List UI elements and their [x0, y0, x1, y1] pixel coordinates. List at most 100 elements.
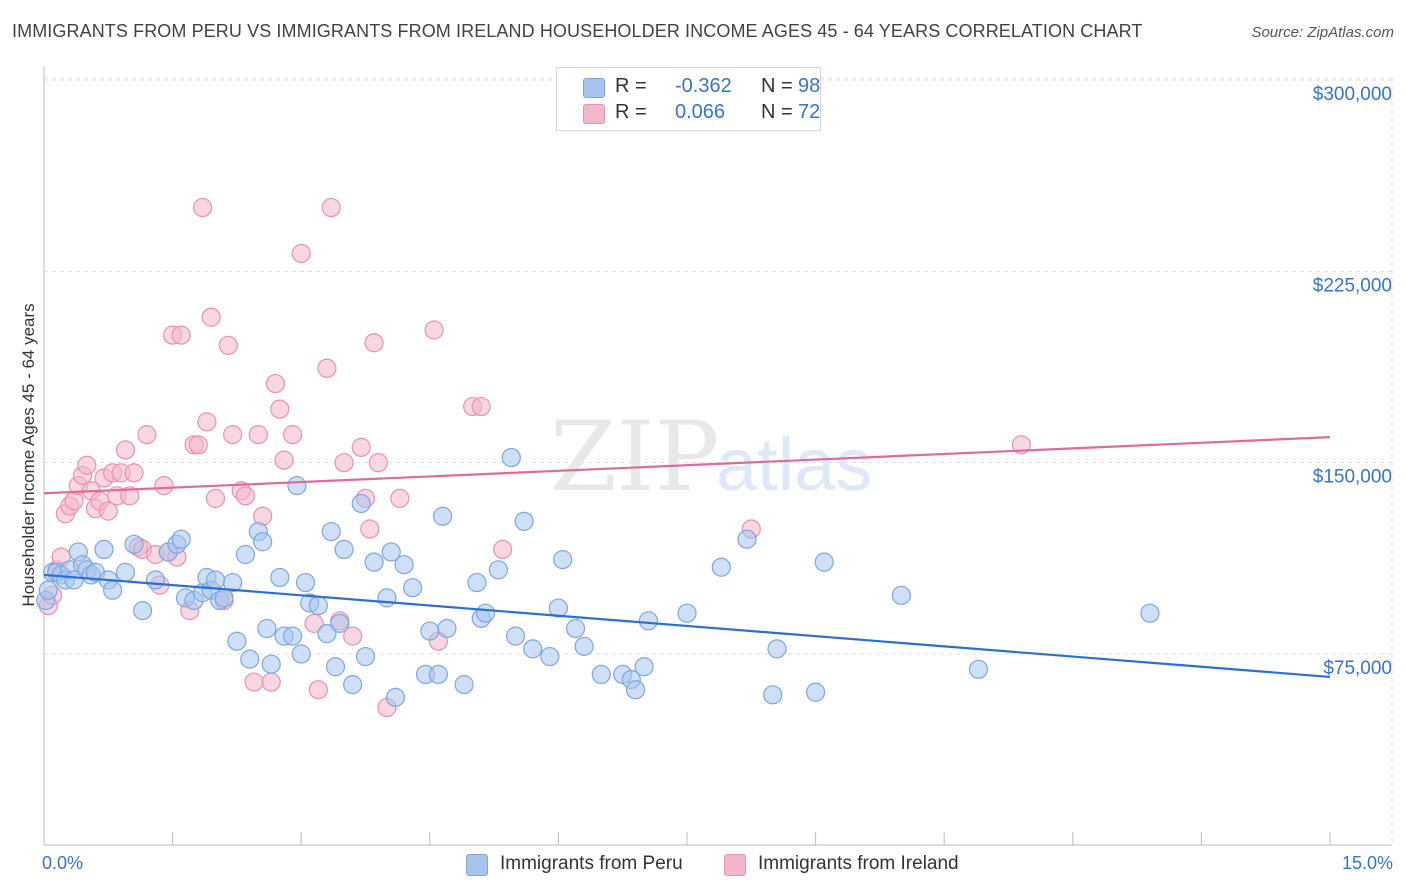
data-point-peru [428, 664, 448, 685]
data-point-ireland [334, 453, 354, 473]
data-point-ireland [248, 425, 268, 445]
data-point-peru [364, 552, 384, 572]
data-point-peru [94, 539, 114, 560]
data-point-peru [240, 649, 260, 669]
y-tick-label: $75,000 [1323, 658, 1392, 679]
legend-swatch-ireland [583, 104, 605, 124]
data-point-peru [223, 572, 243, 593]
data-point-peru [403, 578, 423, 598]
series-label-peru: Immigrants from Peru [500, 853, 683, 874]
data-point-ireland [364, 333, 384, 353]
data-point-peru [295, 572, 316, 593]
data-point-peru [805, 682, 826, 702]
data-point-peru [124, 534, 144, 554]
data-point-ireland [304, 613, 324, 633]
chart-title: IMMIGRANTS FROM PERU VS IMMIGRANTS FROM … [12, 21, 1143, 41]
data-point-peru [317, 623, 337, 644]
data-point-peru [548, 598, 569, 618]
data-point-peru [261, 654, 281, 674]
source-label: Source: ZipAtlas.com [1251, 24, 1394, 41]
data-point-peru [64, 570, 84, 590]
watermark-zip: ZIP [550, 401, 719, 513]
data-point-peru [102, 580, 123, 600]
data-point-ireland [368, 453, 388, 473]
data-point-peru [505, 626, 526, 646]
data-point-peru [574, 636, 594, 656]
data-point-peru [634, 657, 654, 677]
data-point-peru [677, 603, 697, 623]
data-point-peru [38, 580, 58, 600]
tick-labels: $75,000 $150,000 $225,000 $300,000 0.0% 15.0% [42, 84, 1393, 873]
data-point-peru [565, 618, 586, 639]
data-point-peru [767, 639, 787, 659]
data-point-peru [351, 493, 371, 514]
series-legend: Immigrants from Peru Immigrants from Ire… [0, 852, 1406, 878]
data-point-peru [291, 644, 311, 664]
y-tick-label: $300,000 [1313, 84, 1392, 105]
series-swatch-peru [466, 854, 488, 876]
data-point-peru [968, 659, 989, 679]
data-point-ireland [235, 486, 256, 506]
data-point-peru [553, 550, 573, 570]
y-tick-label: $225,000 [1313, 275, 1392, 296]
data-point-peru [437, 618, 457, 639]
legend-r-label: R = [615, 101, 647, 123]
data-point-ireland [351, 437, 371, 457]
data-point-ireland [283, 425, 303, 445]
axes [43, 66, 1392, 846]
data-point-peru [711, 557, 731, 577]
data-point-peru [115, 562, 136, 582]
data-point-ireland [317, 358, 337, 378]
data-point-peru [343, 675, 363, 695]
data-point-peru [235, 544, 256, 565]
legend: R = -0.362 N = 98 R = 0.066 N = 72 [556, 67, 821, 131]
data-point-ireland [308, 680, 328, 700]
data-point-ireland [124, 463, 144, 483]
data-point-ireland [1011, 435, 1031, 455]
data-point-peru [205, 570, 226, 590]
watermark: ZIP atlas [550, 401, 872, 513]
data-point-ireland [197, 412, 217, 432]
data-point-peru [891, 585, 911, 605]
data-point-ireland [98, 501, 118, 521]
data-point-peru [488, 560, 508, 580]
data-point-peru [325, 657, 346, 677]
data-point-peru [381, 542, 401, 562]
data-point-peru [330, 613, 350, 633]
legend-r-value: 0.066 [675, 101, 726, 123]
data-point-peru [420, 621, 440, 641]
legend-n-value: 72 [798, 101, 821, 123]
data-point-peru [334, 539, 354, 560]
legend-r-label: R = [615, 75, 647, 97]
data-point-peru [355, 646, 376, 667]
data-point-peru [501, 447, 521, 468]
trend-line-ireland [43, 436, 1331, 495]
data-point-peru [737, 529, 757, 549]
data-point-peru [638, 611, 659, 631]
data-point-peru [270, 567, 290, 588]
data-point-peru [253, 532, 273, 552]
legend-n-value: 98 [798, 75, 821, 97]
data-point-ireland [188, 435, 208, 455]
data-point-peru [540, 646, 560, 667]
legend-n-label: N = [761, 101, 793, 123]
data-point-peru [591, 664, 611, 685]
data-point-ireland [261, 672, 281, 692]
watermark-atlas: atlas [716, 423, 872, 506]
data-point-peru [321, 521, 341, 542]
data-point-ireland [265, 373, 286, 394]
data-point-peru [454, 675, 474, 695]
data-point-peru [1140, 603, 1160, 623]
data-point-ireland [205, 488, 226, 508]
data-point-peru [132, 601, 153, 621]
data-point-peru [433, 506, 453, 526]
data-point-ireland [390, 488, 410, 508]
legend-n-label: N = [761, 75, 793, 97]
trend-line-peru [43, 573, 1331, 679]
data-point-peru [145, 570, 166, 590]
data-point-peru [514, 511, 534, 531]
data-point-peru [394, 555, 414, 575]
data-point-peru [763, 685, 783, 705]
data-point-ireland [321, 197, 341, 218]
data-point-peru [475, 603, 496, 623]
